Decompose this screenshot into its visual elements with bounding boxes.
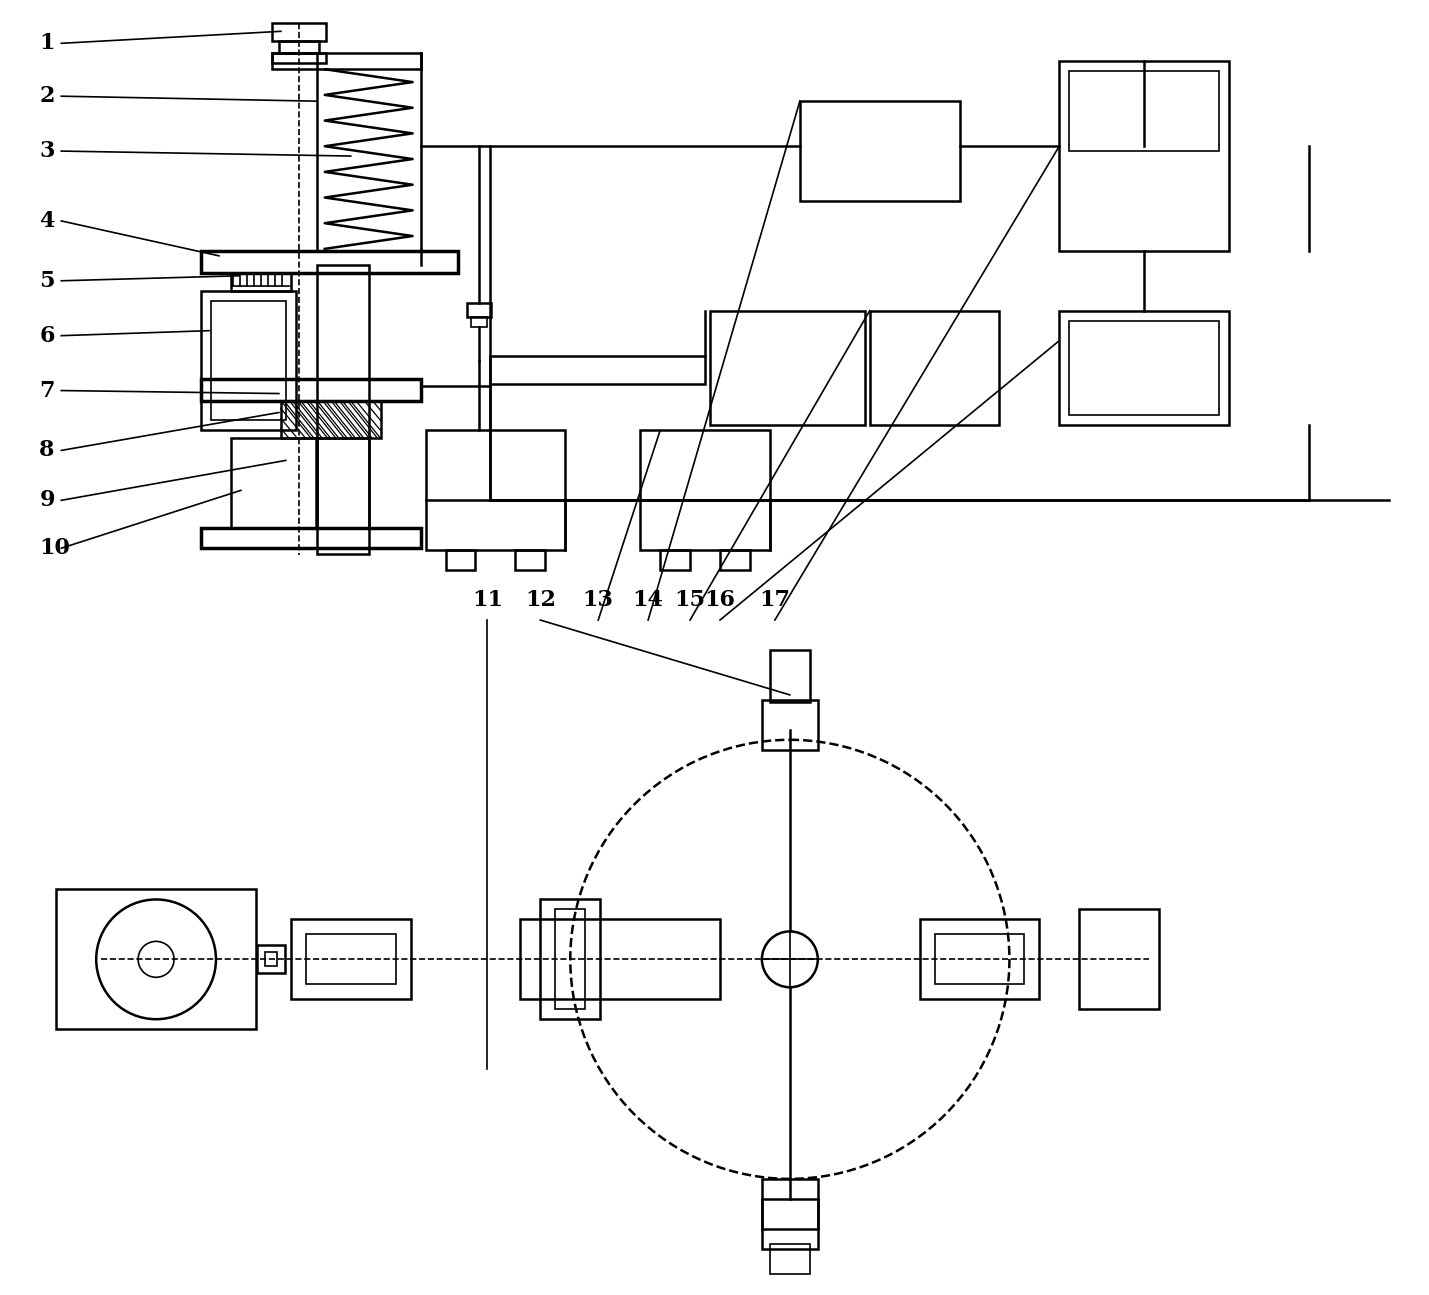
Bar — [472, 317, 487, 326]
Bar — [762, 1199, 817, 1248]
Bar — [1059, 61, 1229, 251]
Bar — [720, 550, 750, 570]
Text: 16: 16 — [704, 589, 736, 611]
Text: 3: 3 — [40, 140, 54, 162]
Text: 5: 5 — [40, 269, 54, 291]
Bar — [762, 1178, 817, 1229]
Bar — [800, 101, 959, 201]
Bar — [640, 430, 770, 550]
Bar — [211, 300, 286, 421]
Bar — [272, 53, 326, 63]
Bar — [272, 23, 326, 41]
Bar — [516, 550, 546, 570]
Bar — [201, 528, 420, 548]
Bar — [257, 945, 284, 974]
Bar — [660, 550, 690, 570]
Text: 6: 6 — [40, 325, 54, 347]
Text: 17: 17 — [759, 589, 790, 611]
Bar — [1079, 909, 1159, 1009]
Bar — [520, 919, 720, 1000]
Text: 9: 9 — [40, 490, 54, 512]
Text: 4: 4 — [40, 210, 54, 232]
Bar — [317, 264, 369, 554]
Bar — [467, 303, 492, 317]
Bar — [870, 311, 999, 426]
Bar — [920, 919, 1039, 1000]
Text: 14: 14 — [633, 589, 663, 611]
Text: 12: 12 — [524, 589, 556, 611]
Bar — [490, 356, 704, 383]
Bar — [1059, 311, 1229, 426]
Bar — [231, 273, 292, 291]
Bar — [272, 53, 420, 69]
Bar — [264, 952, 277, 966]
Bar — [446, 550, 476, 570]
Bar — [56, 890, 256, 1030]
Text: 10: 10 — [40, 537, 70, 559]
Bar — [306, 935, 396, 984]
Text: 7: 7 — [40, 379, 54, 401]
Bar — [770, 1243, 810, 1274]
Text: 11: 11 — [472, 589, 503, 611]
Bar — [1069, 71, 1219, 152]
Bar — [282, 400, 380, 439]
Text: 2: 2 — [40, 85, 54, 107]
Bar — [426, 430, 566, 550]
Bar — [279, 41, 319, 53]
Bar — [556, 909, 586, 1009]
Text: 1: 1 — [40, 32, 54, 54]
Bar — [201, 291, 296, 430]
Bar — [762, 699, 817, 750]
Text: 13: 13 — [583, 589, 613, 611]
Bar — [292, 919, 410, 1000]
Text: 8: 8 — [40, 439, 54, 461]
Bar — [540, 900, 600, 1019]
Bar — [710, 311, 865, 426]
Bar — [317, 439, 369, 528]
Bar — [770, 650, 810, 702]
Bar — [201, 378, 420, 400]
Bar — [935, 935, 1025, 984]
Bar — [201, 251, 459, 273]
Text: 15: 15 — [674, 589, 706, 611]
Bar — [1069, 321, 1219, 416]
Bar — [231, 439, 316, 528]
